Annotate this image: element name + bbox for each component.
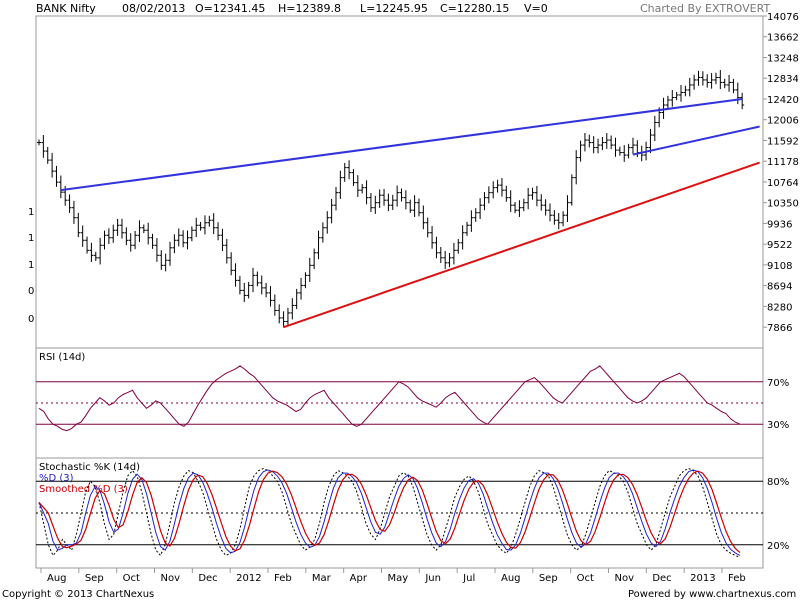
month-label: Jul	[462, 573, 475, 584]
month-axis: Aug Sep Oct Nov Dec 2012 Feb Mar Apr May Jun Jul Aug…	[40, 568, 746, 584]
price-tick-label: 7866	[767, 323, 792, 334]
stoch-d-line	[38, 469, 741, 556]
header-high: H=12389.8	[278, 2, 341, 15]
month-label: Sep	[85, 573, 104, 584]
stoch-label-d: %D (3)	[39, 473, 74, 484]
price-tick-label: 12006	[767, 116, 799, 127]
price-tick-label: 8280	[767, 302, 792, 313]
month-label: Oct	[123, 573, 140, 584]
trendline	[283, 161, 760, 329]
trendline	[60, 97, 743, 192]
price-tick-label: 13248	[767, 53, 799, 64]
price-tick-label: 10350	[767, 199, 799, 210]
price-tick-label: 11592	[767, 136, 799, 147]
month-label: Aug	[501, 573, 521, 584]
price-tick-label: 9522	[767, 240, 792, 251]
price-tick-label: 12420	[767, 95, 799, 106]
month-label: Apr	[350, 573, 368, 584]
month-label: May	[388, 573, 409, 584]
rsi-level-label: 30%	[767, 420, 789, 431]
price-tick-label: 14076	[767, 12, 799, 23]
price-tick-label: 11178	[767, 157, 799, 168]
left-axis-label: 1	[28, 233, 34, 244]
header-charted-by: Charted By EXTROVERT	[640, 2, 770, 15]
stochastic-levels: 80% 20%	[36, 477, 789, 552]
stoch-label-k: Stochastic %K (14d)	[39, 462, 140, 473]
price-tick-label: 13662	[767, 33, 799, 44]
month-label: Aug	[47, 573, 67, 584]
month-label: Nov	[161, 573, 181, 584]
header-volume: V=0	[524, 2, 548, 15]
stoch-sd-line	[38, 470, 741, 554]
left-axis-labels: 1 1 1 0 0	[28, 207, 34, 325]
left-axis-label: 0	[28, 286, 34, 297]
stoch-label-sd: Smoothed %D (3)	[39, 484, 128, 495]
trendlines	[60, 97, 760, 329]
left-axis-label: 1	[28, 260, 34, 271]
header-symbol: BANK Nifty	[36, 2, 96, 15]
price-tick-label: 9936	[767, 219, 792, 230]
header-low: L=12245.95	[360, 2, 428, 15]
month-label: Oct	[577, 573, 594, 584]
price-tick-label: 9108	[767, 261, 792, 272]
month-label: Jun	[424, 573, 441, 584]
rsi-label: RSI (14d)	[39, 352, 85, 363]
footer-copyright: Copyright © 2013 ChartNexus	[2, 589, 154, 600]
month-label: Sep	[539, 573, 558, 584]
price-tick-label: 10764	[767, 178, 799, 189]
month-label: Nov	[615, 573, 635, 584]
header-open: O=12341.45	[195, 2, 265, 15]
month-label: Dec	[652, 573, 671, 584]
month-label: 2013	[690, 573, 715, 584]
trendline	[632, 125, 760, 156]
left-axis-label: 0	[28, 314, 34, 325]
month-label: Dec	[198, 573, 217, 584]
price-tick-label: 8694	[767, 282, 792, 293]
price-tick-label: 12834	[767, 74, 799, 85]
header-close: C=12280.15	[440, 2, 509, 15]
month-label: Feb	[728, 573, 746, 584]
left-axis-label: 1	[28, 207, 34, 218]
month-label: 2012	[236, 573, 261, 584]
footer-powered: Powered by www.chartnexus.com	[628, 589, 796, 600]
month-label: Mar	[312, 573, 332, 584]
stoch-k-line	[38, 467, 741, 558]
month-label: Feb	[274, 573, 292, 584]
stoch-level-label: 80%	[767, 477, 789, 488]
stoch-level-label: 20%	[767, 541, 789, 552]
header-date: 08/02/2013	[122, 2, 185, 15]
rsi-line	[38, 365, 741, 432]
rsi-level-label: 70%	[767, 378, 789, 389]
price-axis: 14076 13662 13248 12834 12420 12006 11592 11178…	[763, 12, 799, 334]
